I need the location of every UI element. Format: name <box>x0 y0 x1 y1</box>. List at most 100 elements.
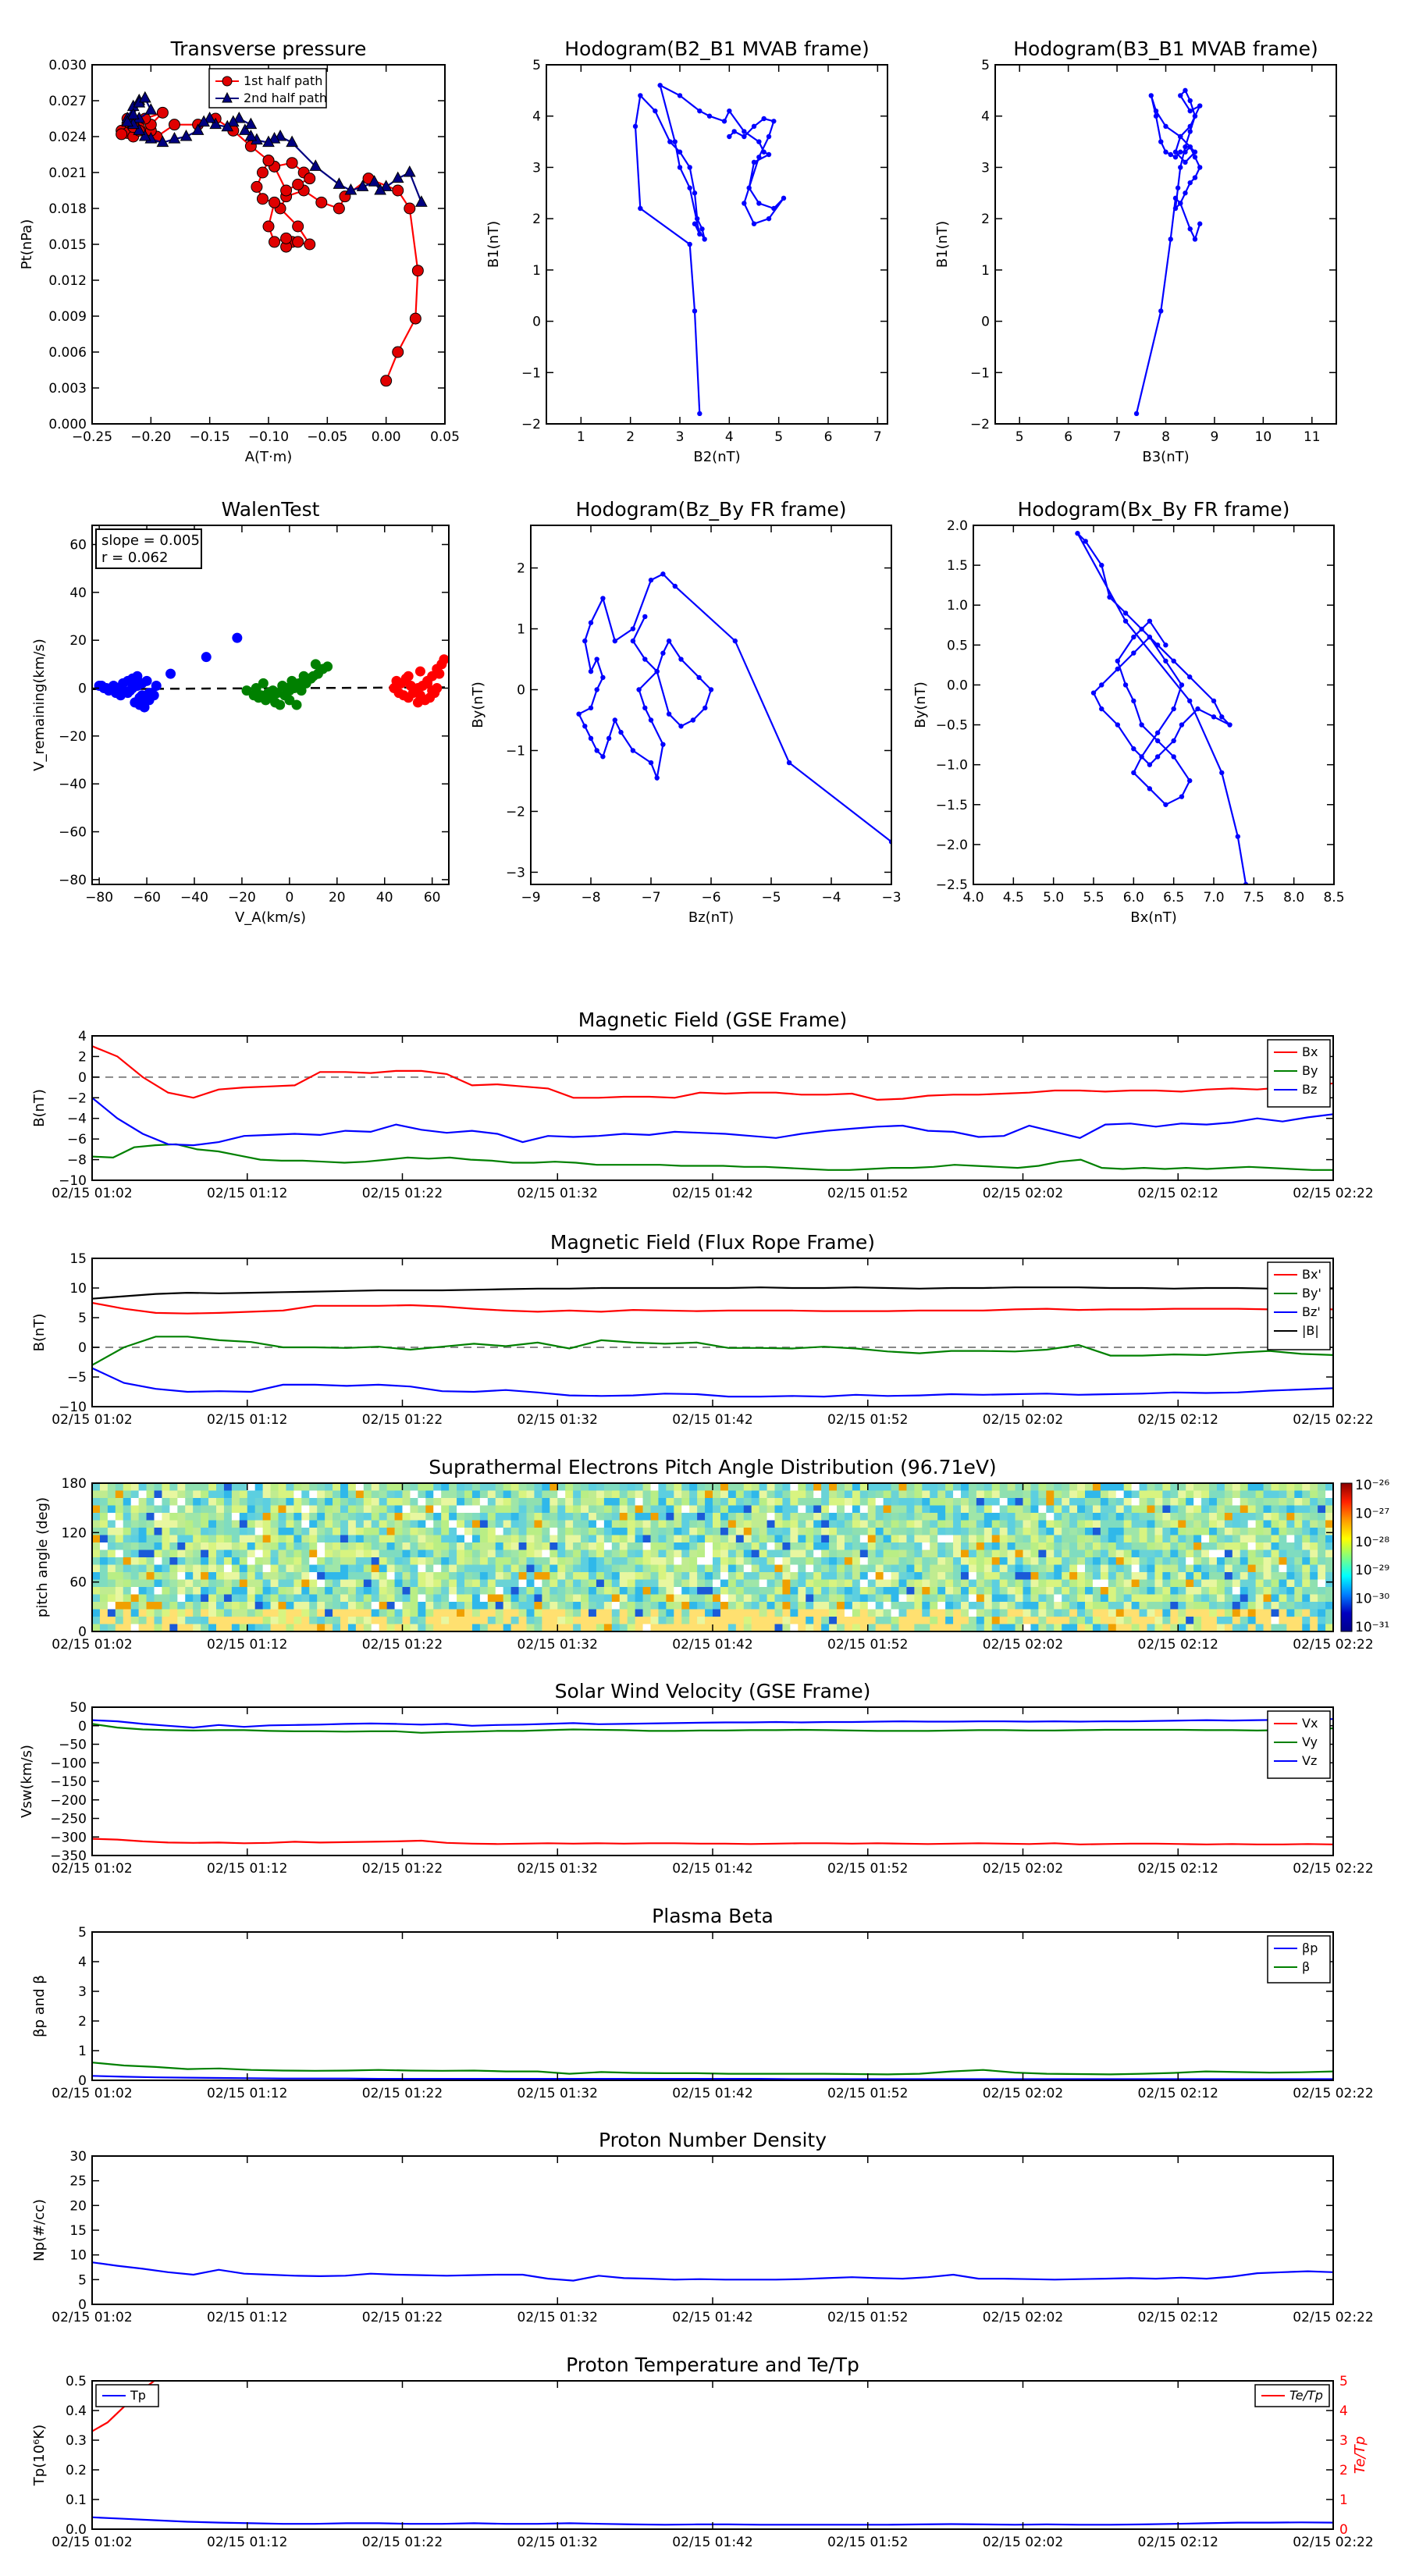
heatmap-cell <box>402 1587 411 1596</box>
heatmap-cell <box>1085 1594 1094 1603</box>
series-line-Bx <box>92 1045 1333 1101</box>
data-point <box>660 650 666 656</box>
heatmap-cell <box>1062 1564 1070 1573</box>
heatmap-cell <box>650 1609 660 1617</box>
plot-area <box>92 2381 1333 2526</box>
heatmap-cell <box>1201 1513 1210 1521</box>
heatmap-cell <box>1147 1617 1156 1625</box>
heatmap-cell <box>1247 1564 1257 1573</box>
heatmap-cell <box>1139 1557 1148 1566</box>
heatmap-cell <box>1023 1498 1032 1507</box>
heatmap-cell <box>441 1513 450 1521</box>
heatmap-cell <box>627 1602 636 1610</box>
heatmap-cell <box>968 1528 977 1536</box>
y-tick-label: 5 <box>981 58 990 73</box>
heatmap-cell <box>208 1550 217 1558</box>
heatmap-cell <box>1123 1579 1133 1588</box>
heatmap-cell <box>1038 1579 1047 1588</box>
heatmap-cell <box>596 1602 605 1610</box>
heatmap-cell <box>674 1587 682 1596</box>
heatmap-cell <box>208 1505 217 1514</box>
heatmap-cell <box>162 1483 170 1492</box>
heatmap-cell <box>891 1498 900 1507</box>
heatmap-cell <box>1325 1572 1333 1581</box>
data-point <box>209 117 222 130</box>
heatmap-cell <box>596 1483 605 1492</box>
heatmap-cell <box>363 1587 372 1596</box>
heatmap-cell <box>681 1617 690 1625</box>
heatmap-cell <box>169 1505 178 1514</box>
heatmap-cell <box>1318 1520 1326 1528</box>
heatmap-cell <box>503 1624 512 1631</box>
heatmap-cell <box>1092 1602 1101 1610</box>
x-tick-label: −80 <box>85 890 113 906</box>
data-point <box>262 135 275 148</box>
heatmap-cell <box>922 1520 930 1528</box>
heatmap-cell <box>1201 1572 1210 1581</box>
heatmap-cell <box>247 1587 256 1596</box>
heatmap-cell <box>1310 1624 1318 1631</box>
heatmap-cell <box>402 1564 411 1573</box>
data-point <box>588 620 594 625</box>
heatmap-cell <box>1100 1564 1109 1573</box>
heatmap-cell <box>658 1594 667 1603</box>
heatmap-cell <box>1123 1550 1133 1558</box>
heatmap-cell <box>262 1520 272 1528</box>
heatmap-cell <box>991 1542 1001 1551</box>
heatmap-cell <box>223 1594 233 1603</box>
heatmap-cell <box>619 1542 628 1551</box>
heatmap-cell <box>1186 1505 1194 1514</box>
heatmap-cell <box>239 1564 248 1573</box>
heatmap-cell <box>254 1513 264 1521</box>
heatmap-cell <box>138 1483 148 1492</box>
heatmap-cell <box>169 1617 178 1625</box>
heatmap-cell <box>457 1624 465 1631</box>
y-tick-label: 0.3 <box>66 2433 87 2449</box>
heatmap-cell <box>767 1490 776 1499</box>
heatmap-cell <box>883 1579 892 1588</box>
heatmap-cell <box>945 1542 954 1551</box>
heatmap-cell <box>223 1587 233 1596</box>
heatmap-cell <box>883 1483 892 1492</box>
heatmap-cell <box>286 1528 294 1536</box>
heatmap-cell <box>852 1528 861 1536</box>
heatmap-cell <box>821 1624 830 1631</box>
heatmap-cell <box>1263 1587 1272 1596</box>
heatmap-cell <box>1286 1594 1295 1603</box>
heatmap-cell <box>1054 1520 1062 1528</box>
heatmap-cell <box>790 1520 799 1528</box>
x-tick-label: 0.00 <box>372 429 401 445</box>
heatmap-cell <box>107 1550 116 1558</box>
heatmap-cell <box>697 1609 706 1617</box>
heatmap-cell <box>1123 1572 1133 1581</box>
heatmap-cell <box>1123 1505 1133 1514</box>
y-tick-label: 3 <box>981 160 990 176</box>
heatmap-cell <box>1216 1564 1225 1573</box>
heatmap-cell <box>603 1557 613 1566</box>
heatmap-cell <box>720 1609 729 1617</box>
x-tick-label: 5.0 <box>1043 890 1064 906</box>
heatmap-cell <box>510 1550 520 1558</box>
heatmap-cell <box>635 1564 644 1573</box>
heatmap-cell <box>627 1594 636 1603</box>
heatmap-cell <box>1286 1550 1295 1558</box>
heatmap-cell <box>1170 1490 1179 1499</box>
heatmap-cell <box>635 1490 644 1499</box>
heatmap-cell <box>309 1557 318 1566</box>
heatmap-cell <box>798 1550 806 1558</box>
heatmap-cell <box>309 1505 318 1514</box>
heatmap-cell <box>1279 1609 1287 1617</box>
heatmap-cell <box>1030 1594 1039 1603</box>
heatmap-cell <box>278 1602 287 1610</box>
data-point <box>144 688 155 699</box>
heatmap-cell <box>914 1513 923 1521</box>
heatmap-cell <box>603 1535 613 1543</box>
heatmap-cell <box>550 1535 558 1543</box>
heatmap-cell <box>867 1520 877 1528</box>
heatmap-cell <box>433 1505 442 1514</box>
heatmap-cell <box>410 1528 418 1536</box>
heatmap-cell <box>720 1513 729 1521</box>
heatmap-cell <box>1139 1535 1148 1543</box>
heatmap-cell <box>130 1602 140 1610</box>
heatmap-cell <box>510 1602 520 1610</box>
